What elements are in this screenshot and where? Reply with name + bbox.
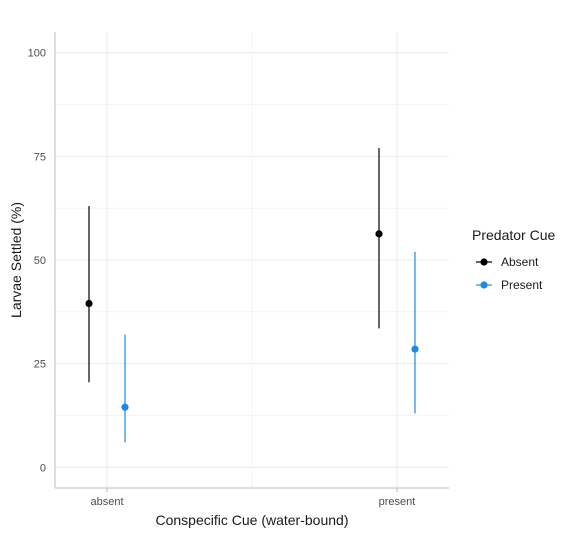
x-tick-label: absent [90, 496, 123, 508]
y-tick-label: 100 [28, 48, 46, 60]
grid-layer [55, 32, 449, 488]
data-point [411, 345, 419, 353]
data-point [375, 230, 383, 238]
y-tick-label: 0 [40, 462, 46, 474]
data-point [121, 403, 129, 411]
y-axis-title: Larvae Settled (%) [8, 202, 24, 318]
y-tick-label: 25 [34, 359, 46, 371]
legend-item: Absent [476, 255, 539, 269]
legend-title: Predator Cue [472, 227, 555, 243]
axis-layer: 0 25 50 75 100 absent present [28, 32, 449, 508]
x-tick-label: present [379, 496, 416, 508]
data-point [85, 299, 93, 308]
legend-key-point [480, 258, 488, 266]
legend-label: Absent [501, 255, 539, 269]
legend-key-point [480, 281, 488, 289]
legend-item: Present [476, 278, 543, 292]
y-tick-label: 75 [34, 151, 46, 163]
legend: Predator Cue Absent Present [472, 227, 555, 292]
x-axis-title: Conspecific Cue (water-bound) [156, 512, 349, 528]
y-tick-label: 50 [34, 255, 46, 267]
data-layer [85, 148, 419, 443]
legend-items: Absent Present [476, 255, 543, 292]
legend-label: Present [501, 278, 543, 292]
